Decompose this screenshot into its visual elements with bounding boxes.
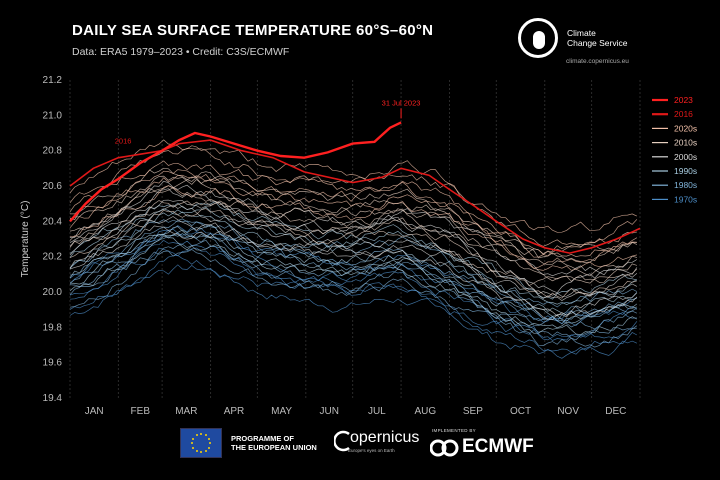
eu-star-icon — [191, 442, 193, 444]
series-line-1990s — [69, 224, 637, 329]
series-line-2020s — [69, 185, 637, 271]
eu-star-icon — [209, 442, 211, 444]
x-tick-label: AUG — [414, 406, 436, 417]
series-line-1970s — [69, 228, 638, 327]
legend-label-2016: 2016 — [674, 109, 693, 119]
series-line-2010s — [69, 185, 638, 284]
x-tick-label: OCT — [510, 406, 531, 417]
legend-label-1970s: 1970s — [674, 194, 697, 204]
c3s-logo: Climate Change Service — [518, 18, 658, 68]
eu-star-icon — [200, 433, 202, 435]
eu-star-icon — [207, 437, 210, 440]
legend-label-2023: 2023 — [674, 95, 693, 105]
y-tick-label: 21.0 — [43, 110, 63, 121]
series-line-2020s — [69, 148, 638, 247]
series-line-2016 — [69, 139, 641, 254]
eu-star-icon — [195, 434, 198, 437]
series-line-1970s — [69, 247, 638, 341]
chart-subtitle: Data: ERA5 1979–2023 • Credit: C3S/ECMWF — [72, 46, 290, 58]
series-line-1980s — [69, 249, 637, 348]
eu-flag-icon — [180, 428, 222, 458]
series-line-1970s — [69, 264, 638, 359]
series-line-2000s — [69, 199, 638, 297]
y-tick-label: 21.2 — [43, 75, 63, 86]
annotation-2016-label: 2016 — [115, 137, 132, 146]
x-tick-label: NOV — [557, 406, 579, 417]
series-line-1990s — [69, 206, 638, 305]
series-line-2000s — [69, 216, 638, 321]
series-line-2000s — [69, 225, 638, 317]
x-tick-label: MAR — [175, 406, 197, 417]
series-line-2000s — [69, 188, 638, 294]
series-line-1980s — [69, 218, 638, 322]
eu-programme-text: PROGRAMME OF THE EUROPEAN UNION — [231, 434, 317, 452]
eu-star-icon — [200, 451, 202, 453]
legend-label-2020s: 2020s — [674, 123, 697, 133]
series-line-2020s — [69, 139, 638, 233]
y-tick-label: 20.0 — [43, 287, 63, 298]
x-tick-label: SEP — [463, 406, 483, 417]
x-tick-label: APR — [224, 406, 245, 417]
series-line-2020s — [69, 160, 637, 257]
eu-star-icon — [204, 434, 207, 437]
series-line-1980s — [69, 233, 638, 330]
c3s-logo-text: Climate Change Service — [567, 28, 627, 48]
eu-star-icon — [207, 446, 210, 449]
eu-star-icon — [192, 437, 195, 440]
series-line-2010s — [69, 167, 638, 256]
y-tick-label: 20.2 — [43, 252, 63, 263]
chart-title: DAILY SEA SURFACE TEMPERATURE 60°S–60°N — [72, 22, 434, 39]
copernicus-c-icon — [334, 430, 350, 452]
x-tick-label: DEC — [605, 406, 626, 417]
c3s-logo-icon — [518, 18, 558, 58]
y-tick-label: 19.8 — [43, 322, 63, 333]
copernicus-tagline: Europe's eyes on Earth — [348, 448, 395, 453]
x-tick-label: JUN — [320, 406, 339, 417]
eu-star-icon — [192, 446, 195, 449]
copernicus-logo-text: opernicus — [350, 429, 420, 446]
x-tick-label: MAY — [271, 406, 292, 417]
series-line-2023 — [69, 121, 402, 223]
ecmwf-logo-text: ECMWF — [462, 436, 534, 457]
series-line-2010s — [69, 208, 637, 299]
x-tick-label: FEB — [131, 406, 151, 417]
eu-line2: THE EUROPEAN UNION — [231, 443, 317, 452]
series-line-1970s — [69, 255, 638, 355]
legend-label-1990s: 1990s — [674, 166, 697, 176]
sst-line-chart: 19.4 19.6 19.8 20.0 20.2 20.4 20.6 20.8 21.0 21.2… — [20, 75, 697, 417]
eu-star-icon — [204, 449, 207, 452]
series-line-1990s — [69, 201, 637, 300]
series-line-1980s — [69, 239, 638, 341]
legend-label-2000s: 2000s — [674, 152, 697, 162]
y-tick-label: 19.4 — [43, 393, 63, 404]
footer-logos: PROGRAMME OF THE EUROPEAN UNION opernicu… — [0, 420, 720, 470]
c3s-logo-line1: Climate — [567, 28, 596, 38]
ecmwf-implemented-by: IMPLEMENTED BY — [432, 428, 476, 433]
x-tick-label: JUL — [368, 406, 386, 417]
legend-label-1980s: 1980s — [674, 180, 697, 190]
legend-label-2010s: 2010s — [674, 138, 697, 148]
ecmwf-swirl-icon — [430, 439, 459, 457]
y-axis-label: Temperature (°C) — [20, 201, 31, 278]
series-line-2000s — [69, 204, 638, 302]
series-line-1990s — [69, 235, 638, 336]
eu-line1: PROGRAMME OF — [231, 434, 294, 443]
c3s-url: climate.copernicus.eu — [566, 58, 629, 65]
series-line-1980s — [69, 219, 638, 308]
y-tick-label: 20.8 — [43, 146, 63, 157]
series-line-2010s — [69, 200, 638, 287]
c3s-logo-line2: Change Service — [567, 38, 628, 48]
y-tick-label: 19.6 — [43, 358, 63, 369]
series-line-2010s — [69, 176, 637, 277]
x-tick-label: JAN — [85, 406, 104, 417]
annotation-2023-label: 31 Jul 2023 — [382, 98, 421, 107]
series-line-2020s — [70, 169, 638, 258]
y-tick-label: 20.4 — [43, 216, 63, 227]
series-line-1970s — [69, 239, 637, 341]
y-tick-label: 20.6 — [43, 181, 63, 192]
series-line-2020s — [69, 173, 637, 269]
eu-star-icon — [195, 449, 198, 452]
